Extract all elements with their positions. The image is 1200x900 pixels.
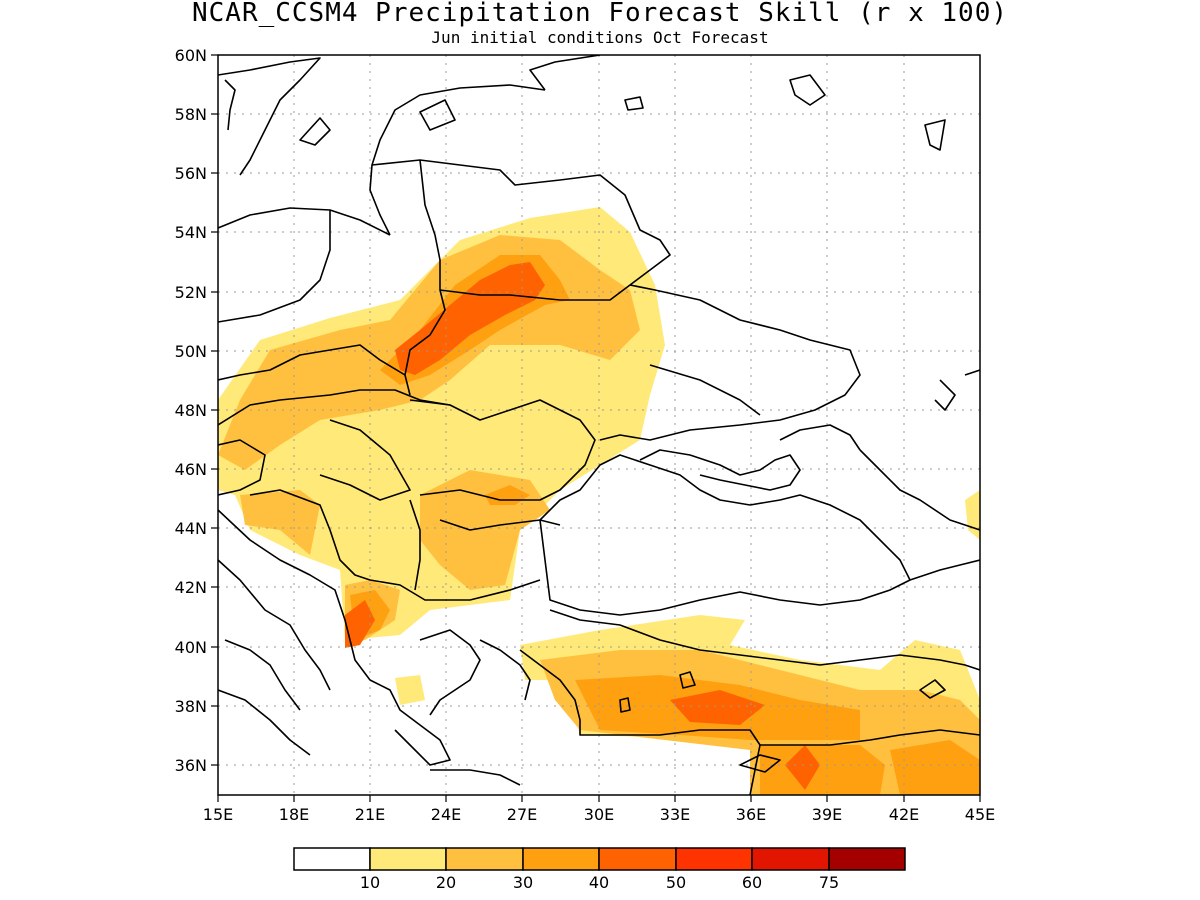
lat-labels: 60N 58N 56N 54N 52N 50N 48N 46N 44N 42N … — [175, 46, 207, 775]
lat-tick-label: 58N — [175, 105, 207, 124]
colorbar-label: 10 — [360, 873, 380, 892]
colorbar-label: 75 — [819, 873, 839, 892]
coastlines-borders — [218, 55, 980, 795]
lon-tick-label: 15E — [203, 805, 233, 824]
colorbar-swatch — [445, 847, 524, 871]
lon-tick-label: 42E — [889, 805, 919, 824]
lon-tick-label: 33E — [660, 805, 690, 824]
lon-tick-label: 18E — [279, 805, 309, 824]
lon-labels: 15E 18E 21E 24E 27E 30E 33E 36E 39E 42E … — [203, 805, 995, 824]
colorbar-swatch — [293, 847, 371, 871]
lat-tick-label: 60N — [175, 46, 207, 65]
lon-tick-label: 21E — [355, 805, 385, 824]
colorbar-labels: 10 20 30 40 50 60 75 — [360, 873, 839, 892]
lat-tick-label: 46N — [175, 460, 207, 479]
colorbar — [293, 847, 906, 871]
colorbar-swatch — [675, 847, 753, 871]
colorbar-swatch — [828, 847, 906, 871]
chart-subtitle: Jun initial conditions Oct Forecast — [431, 28, 769, 47]
lat-tick-label: 56N — [175, 164, 207, 183]
colorbar-swatch — [598, 847, 677, 871]
lon-tick-label: 36E — [736, 805, 766, 824]
colorbar-swatch — [369, 847, 447, 871]
colorbar-label: 30 — [513, 873, 533, 892]
lat-tick-label: 44N — [175, 519, 207, 538]
chart-title: NCAR_CCSM4 Precipitation Forecast Skill … — [191, 0, 1008, 28]
colorbar-swatch — [751, 847, 830, 871]
lon-tick-label: 27E — [507, 805, 537, 824]
colorbar-label: 50 — [666, 873, 686, 892]
lat-tick-label: 54N — [175, 223, 207, 242]
lat-tick-label: 36N — [175, 756, 207, 775]
lat-tick-label: 50N — [175, 342, 207, 361]
colorbar-swatch — [522, 847, 600, 871]
lat-tick-label: 42N — [175, 578, 207, 597]
lat-tick-label: 40N — [175, 638, 207, 657]
lon-tick-label: 24E — [431, 805, 461, 824]
tick-marks — [211, 54, 981, 802]
colorbar-label: 60 — [742, 873, 762, 892]
lon-tick-label: 45E — [965, 805, 995, 824]
colorbar-label: 20 — [436, 873, 456, 892]
lat-tick-label: 52N — [175, 283, 207, 302]
lon-tick-label: 39E — [812, 805, 842, 824]
lat-tick-label: 38N — [175, 697, 207, 716]
shading-40-50 — [345, 262, 820, 790]
lat-tick-label: 48N — [175, 401, 207, 420]
colorbar-label: 40 — [589, 873, 609, 892]
lon-tick-label: 30E — [584, 805, 614, 824]
